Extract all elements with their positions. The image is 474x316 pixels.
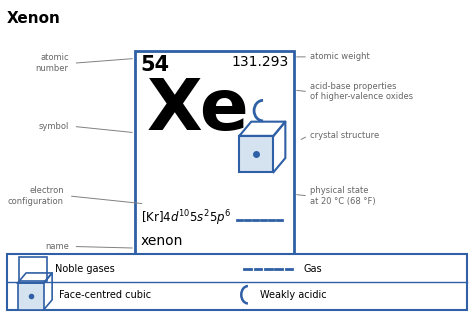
Text: Noble gases: Noble gases bbox=[55, 264, 114, 274]
Text: xenon: xenon bbox=[141, 234, 183, 248]
Text: electron
configuration: electron configuration bbox=[8, 186, 64, 206]
Text: Weakly acidic: Weakly acidic bbox=[260, 290, 327, 300]
Text: acid-base properties
of higher-valence oxides: acid-base properties of higher-valence o… bbox=[310, 82, 414, 101]
Text: 131.293: 131.293 bbox=[232, 55, 289, 69]
Text: 54: 54 bbox=[141, 55, 170, 75]
Text: symbol: symbol bbox=[38, 122, 69, 131]
Text: atomic weight: atomic weight bbox=[310, 52, 370, 61]
Text: name: name bbox=[45, 242, 69, 251]
Bar bbox=[18, 283, 44, 310]
Bar bbox=[7, 254, 467, 310]
Text: physical state
at 20 °C (68 °F): physical state at 20 °C (68 °F) bbox=[310, 186, 376, 206]
Text: crystal structure: crystal structure bbox=[310, 131, 380, 140]
Text: atomic
number: atomic number bbox=[36, 53, 69, 73]
Bar bbox=[19, 257, 47, 281]
Text: Face-centred cubic: Face-centred cubic bbox=[59, 290, 151, 300]
Bar bbox=[239, 136, 273, 172]
Bar bbox=[135, 51, 294, 261]
Text: Gas: Gas bbox=[303, 264, 322, 274]
Text: Xenon: Xenon bbox=[7, 11, 61, 26]
Text: Xe: Xe bbox=[147, 76, 250, 145]
Text: $[\mathrm{Kr}]4d^{10}5s^{2}5p^{6}$: $[\mathrm{Kr}]4d^{10}5s^{2}5p^{6}$ bbox=[141, 209, 231, 228]
